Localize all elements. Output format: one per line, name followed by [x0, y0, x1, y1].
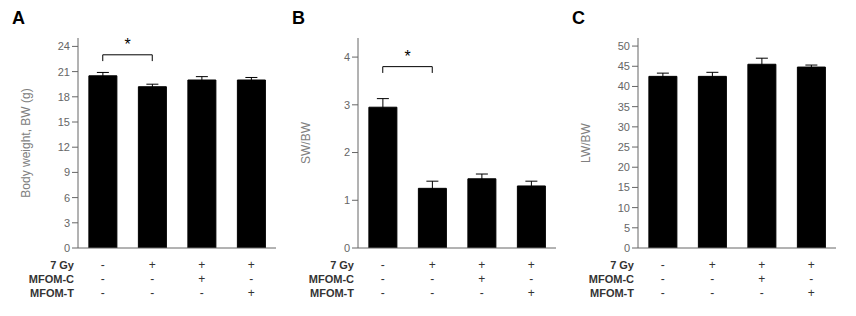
- svg-text:+: +: [528, 258, 535, 272]
- svg-text:45: 45: [618, 60, 630, 72]
- svg-text:+: +: [248, 286, 255, 300]
- svg-text:-: -: [101, 272, 105, 286]
- svg-text:0: 0: [64, 242, 70, 254]
- svg-text:7 Gy: 7 Gy: [330, 259, 355, 271]
- svg-text:MFOM-T: MFOM-T: [310, 287, 354, 299]
- svg-text:+: +: [808, 258, 815, 272]
- svg-text:18: 18: [58, 91, 70, 103]
- svg-text:MFOM-T: MFOM-T: [590, 287, 634, 299]
- svg-text:3: 3: [64, 217, 70, 229]
- svg-text:+: +: [198, 272, 205, 286]
- svg-text:+: +: [149, 258, 156, 272]
- svg-text:-: -: [430, 272, 434, 286]
- svg-text:10: 10: [618, 202, 630, 214]
- svg-text:+: +: [709, 258, 716, 272]
- svg-text:-: -: [381, 272, 385, 286]
- svg-text:*: *: [124, 36, 130, 53]
- svg-text:SW/BW: SW/BW: [299, 121, 313, 164]
- svg-text:Body weight, BW (g): Body weight, BW (g): [19, 88, 33, 197]
- svg-text:-: -: [809, 272, 813, 286]
- html-text:C: C: [572, 8, 585, 28]
- svg-text:MFOM-T: MFOM-T: [30, 287, 74, 299]
- svg-text:*: *: [404, 48, 410, 65]
- html-text:A: A: [12, 8, 25, 28]
- svg-text:+: +: [808, 286, 815, 300]
- svg-text:-: -: [200, 286, 204, 300]
- svg-text:15: 15: [58, 116, 70, 128]
- svg-text:21: 21: [58, 66, 70, 78]
- svg-text:50: 50: [618, 40, 630, 52]
- svg-text:+: +: [758, 272, 765, 286]
- svg-text:-: -: [150, 286, 154, 300]
- svg-text:15: 15: [618, 181, 630, 193]
- svg-text:+: +: [198, 258, 205, 272]
- svg-text:-: -: [480, 286, 484, 300]
- svg-text:-: -: [101, 286, 105, 300]
- svg-text:LW/BW: LW/BW: [579, 122, 593, 162]
- svg-text:25: 25: [618, 141, 630, 153]
- svg-text:-: -: [710, 272, 714, 286]
- svg-text:0: 0: [344, 242, 350, 254]
- svg-text:-: -: [661, 272, 665, 286]
- svg-text:MFOM-C: MFOM-C: [29, 273, 74, 285]
- svg-text:2: 2: [344, 146, 350, 158]
- svg-text:-: -: [150, 272, 154, 286]
- svg-text:24: 24: [58, 40, 70, 52]
- svg-text:-: -: [760, 286, 764, 300]
- svg-text:0: 0: [624, 242, 630, 254]
- svg-text:7 Gy: 7 Gy: [50, 259, 75, 271]
- svg-text:+: +: [478, 258, 485, 272]
- svg-text:3: 3: [344, 99, 350, 111]
- html-text:B: B: [292, 8, 305, 28]
- svg-text:-: -: [661, 258, 665, 272]
- svg-text:-: -: [661, 286, 665, 300]
- svg-text:5: 5: [624, 222, 630, 234]
- svg-text:9: 9: [64, 166, 70, 178]
- svg-text:-: -: [101, 258, 105, 272]
- svg-text:30: 30: [618, 121, 630, 133]
- svg-text:-: -: [381, 286, 385, 300]
- svg-text:40: 40: [618, 80, 630, 92]
- svg-text:1: 1: [344, 194, 350, 206]
- svg-text:+: +: [478, 272, 485, 286]
- svg-text:-: -: [249, 272, 253, 286]
- svg-text:-: -: [529, 272, 533, 286]
- svg-text:12: 12: [58, 141, 70, 153]
- svg-text:+: +: [429, 258, 436, 272]
- svg-text:35: 35: [618, 101, 630, 113]
- svg-text:7 Gy: 7 Gy: [610, 259, 635, 271]
- svg-text:-: -: [710, 286, 714, 300]
- svg-text:6: 6: [64, 192, 70, 204]
- svg-text:MFOM-C: MFOM-C: [309, 273, 354, 285]
- svg-text:-: -: [430, 286, 434, 300]
- svg-text:+: +: [528, 286, 535, 300]
- svg-text:+: +: [248, 258, 255, 272]
- svg-text:+: +: [758, 258, 765, 272]
- svg-text:-: -: [381, 258, 385, 272]
- svg-text:20: 20: [618, 161, 630, 173]
- svg-text:MFOM-C: MFOM-C: [589, 273, 634, 285]
- svg-text:4: 4: [344, 51, 350, 63]
